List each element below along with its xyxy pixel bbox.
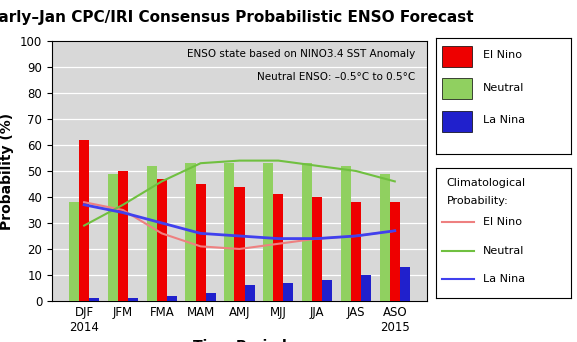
Text: ENSO state based on NINO3.4 SST Anomaly: ENSO state based on NINO3.4 SST Anomaly (188, 49, 415, 59)
Bar (185, 163, 196, 301)
Bar (157, 179, 167, 301)
Bar (69, 202, 79, 301)
X-axis label: Time Period: Time Period (193, 339, 286, 342)
Bar (205, 293, 216, 301)
Bar (147, 166, 157, 301)
Bar (89, 298, 99, 301)
Bar (196, 184, 205, 301)
Bar (108, 174, 118, 301)
Bar (322, 280, 332, 301)
FancyBboxPatch shape (443, 78, 472, 99)
Bar (312, 197, 322, 301)
Bar (380, 174, 389, 301)
Bar (351, 202, 361, 301)
Text: Early–Jan CPC/IRI Consensus Probabilistic ENSO Forecast: Early–Jan CPC/IRI Consensus Probabilisti… (0, 10, 474, 25)
Bar (167, 296, 177, 301)
Bar (128, 298, 138, 301)
Bar (400, 267, 410, 301)
Text: El Nino: El Nino (483, 50, 522, 60)
Bar (273, 194, 283, 301)
Bar (245, 285, 254, 301)
FancyBboxPatch shape (443, 46, 472, 67)
Bar (341, 166, 351, 301)
Text: Neutral: Neutral (483, 246, 524, 256)
Text: La Nina: La Nina (483, 274, 525, 284)
Bar (79, 140, 89, 301)
Text: Climatological: Climatological (447, 178, 526, 188)
Text: Neutral: Neutral (483, 83, 524, 93)
Bar (302, 163, 312, 301)
Bar (283, 283, 294, 301)
Bar (234, 187, 245, 301)
Bar (361, 275, 371, 301)
Text: El Nino: El Nino (483, 217, 522, 227)
Text: La Nina: La Nina (483, 115, 525, 125)
Bar (263, 163, 273, 301)
Y-axis label: Probability (%): Probability (%) (1, 113, 14, 229)
Bar (389, 202, 400, 301)
Text: Probability:: Probability: (447, 196, 508, 206)
Bar (224, 163, 234, 301)
Bar (118, 171, 128, 301)
Text: Neutral ENSO: –0.5°C to 0.5°C: Neutral ENSO: –0.5°C to 0.5°C (257, 72, 415, 82)
FancyBboxPatch shape (443, 111, 472, 132)
